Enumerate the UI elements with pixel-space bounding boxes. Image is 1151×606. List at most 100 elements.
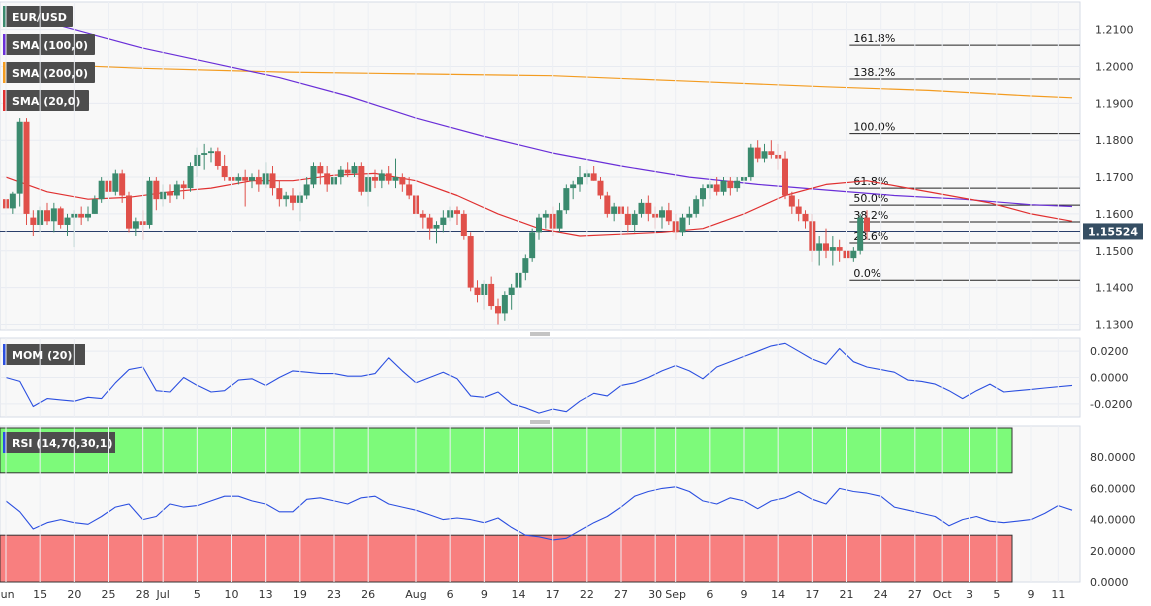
candle-body [474, 287, 481, 295]
bearish-candle [823, 228, 829, 259]
bearish-candle [406, 177, 413, 200]
bullish-candle [378, 169, 385, 189]
candle-body [255, 177, 262, 185]
rsi-oversold-zone [0, 534, 1013, 583]
bullish-candle [351, 162, 358, 178]
candle-body [16, 121, 23, 194]
price-pane: 1.2100 1.2000 1.1900 1.1800 1.1700 1.1600 1.15… [0, 1, 1143, 331]
x-tick-label: Oct [933, 588, 953, 601]
candle-body [686, 213, 693, 218]
candle-body [201, 153, 208, 155]
mom-tick-label: 0.0000 [1090, 372, 1129, 385]
candle-body [385, 173, 392, 181]
bearish-candle [30, 210, 37, 237]
legend-box [3, 62, 95, 83]
bullish-candle [337, 166, 344, 185]
candle-body [768, 151, 775, 155]
legend-label: EUR/USD [12, 11, 67, 24]
rsi-tick-label: 60.0000 [1090, 482, 1136, 495]
bullish-candle [816, 236, 823, 266]
x-tick-label: 6 [706, 588, 713, 601]
bullish-candle [720, 177, 727, 196]
rsi-tick-label: 40.0000 [1090, 514, 1136, 527]
candle-body [119, 173, 126, 196]
candle-body [563, 188, 570, 211]
candle-body [747, 147, 754, 178]
candle-body [788, 195, 795, 207]
candle-body [522, 258, 529, 273]
price-pane-background [0, 1, 1081, 331]
x-tick-label: 23 [327, 588, 341, 601]
price-tick-label: 1.1900 [1095, 97, 1134, 110]
candle-body [126, 195, 132, 229]
candle-body [488, 283, 495, 307]
x-tick-label: 6 [447, 588, 454, 601]
candle-body [146, 180, 153, 225]
bearish-candle [399, 173, 406, 192]
bearish-candle [317, 162, 324, 185]
x-tick-label: 5 [993, 588, 1000, 601]
candle-body [372, 177, 378, 181]
candle-body [577, 177, 583, 185]
bearish-candle [372, 169, 378, 189]
bullish-candle [508, 283, 515, 310]
candle-body [679, 217, 686, 233]
candle-body [132, 221, 139, 229]
candle-body [720, 180, 727, 192]
bullish-candle [850, 247, 857, 262]
rsi-tick-label: 0.0000 [1090, 576, 1129, 589]
bearish-candle [221, 154, 228, 181]
bullish-candle [173, 180, 180, 200]
bearish-candle [624, 206, 631, 233]
bullish-candle [693, 195, 700, 218]
bearish-candle [214, 147, 221, 170]
candle-body [399, 177, 406, 185]
candle-body [187, 166, 194, 189]
candle-body [167, 191, 173, 196]
mom-legend-label: MOM (20) [12, 349, 72, 362]
candle-body [419, 213, 426, 218]
candle-body [50, 208, 57, 222]
rsi-pane: 80.0000 60.0000 40.0000 20.0000 0.0000 RSI (1… [0, 425, 1136, 589]
candle-body [269, 173, 276, 189]
bearish-candle [474, 280, 481, 303]
rsi-legend: RSI (14,70,30,1) [3, 432, 115, 453]
mom-rsi-resize-handle[interactable] [530, 420, 550, 424]
candle-body [795, 206, 802, 214]
bearish-candle [665, 202, 672, 225]
price-tick-label: 1.2100 [1095, 24, 1134, 37]
candle-body [249, 177, 255, 181]
x-tick-label: 24 [874, 588, 888, 601]
candle-body [624, 213, 631, 225]
bearish-candle [454, 206, 460, 225]
candle-body [761, 151, 768, 159]
x-tick-label: 17 [805, 588, 819, 601]
legend-color-swatch [3, 6, 6, 27]
x-axis: Jun15202528Jul51013192326Aug691417222730… [0, 2, 1065, 601]
bullish-candle [283, 191, 290, 207]
price-tick-label: 1.1800 [1095, 134, 1134, 147]
candle-body [782, 158, 788, 196]
legend-label: SMA (100,0) [12, 39, 88, 52]
price-mom-resize-handle[interactable] [530, 332, 550, 336]
x-tick-label: 9 [481, 588, 488, 601]
bearish-candle [119, 169, 126, 203]
candle-body [631, 213, 638, 225]
bullish-candle [700, 184, 706, 207]
candle-body [440, 217, 447, 225]
candle-body [638, 202, 645, 214]
bullish-candle [201, 143, 208, 170]
legend-item: SMA (20,0) [3, 90, 89, 111]
candle-body [536, 217, 542, 233]
x-tick-label: 9 [741, 588, 748, 601]
bearish-candle [460, 210, 467, 240]
candle-body [495, 306, 501, 314]
legend-label: SMA (200,0) [12, 67, 88, 80]
rsi-line [5, 486, 1073, 541]
bullish-candle [747, 143, 754, 181]
candle-body [713, 184, 720, 192]
mom-tick-label: -0.0200 [1090, 398, 1132, 411]
x-tick-label: 15 [33, 588, 47, 601]
fib-level-label: 161.8% [853, 32, 895, 45]
